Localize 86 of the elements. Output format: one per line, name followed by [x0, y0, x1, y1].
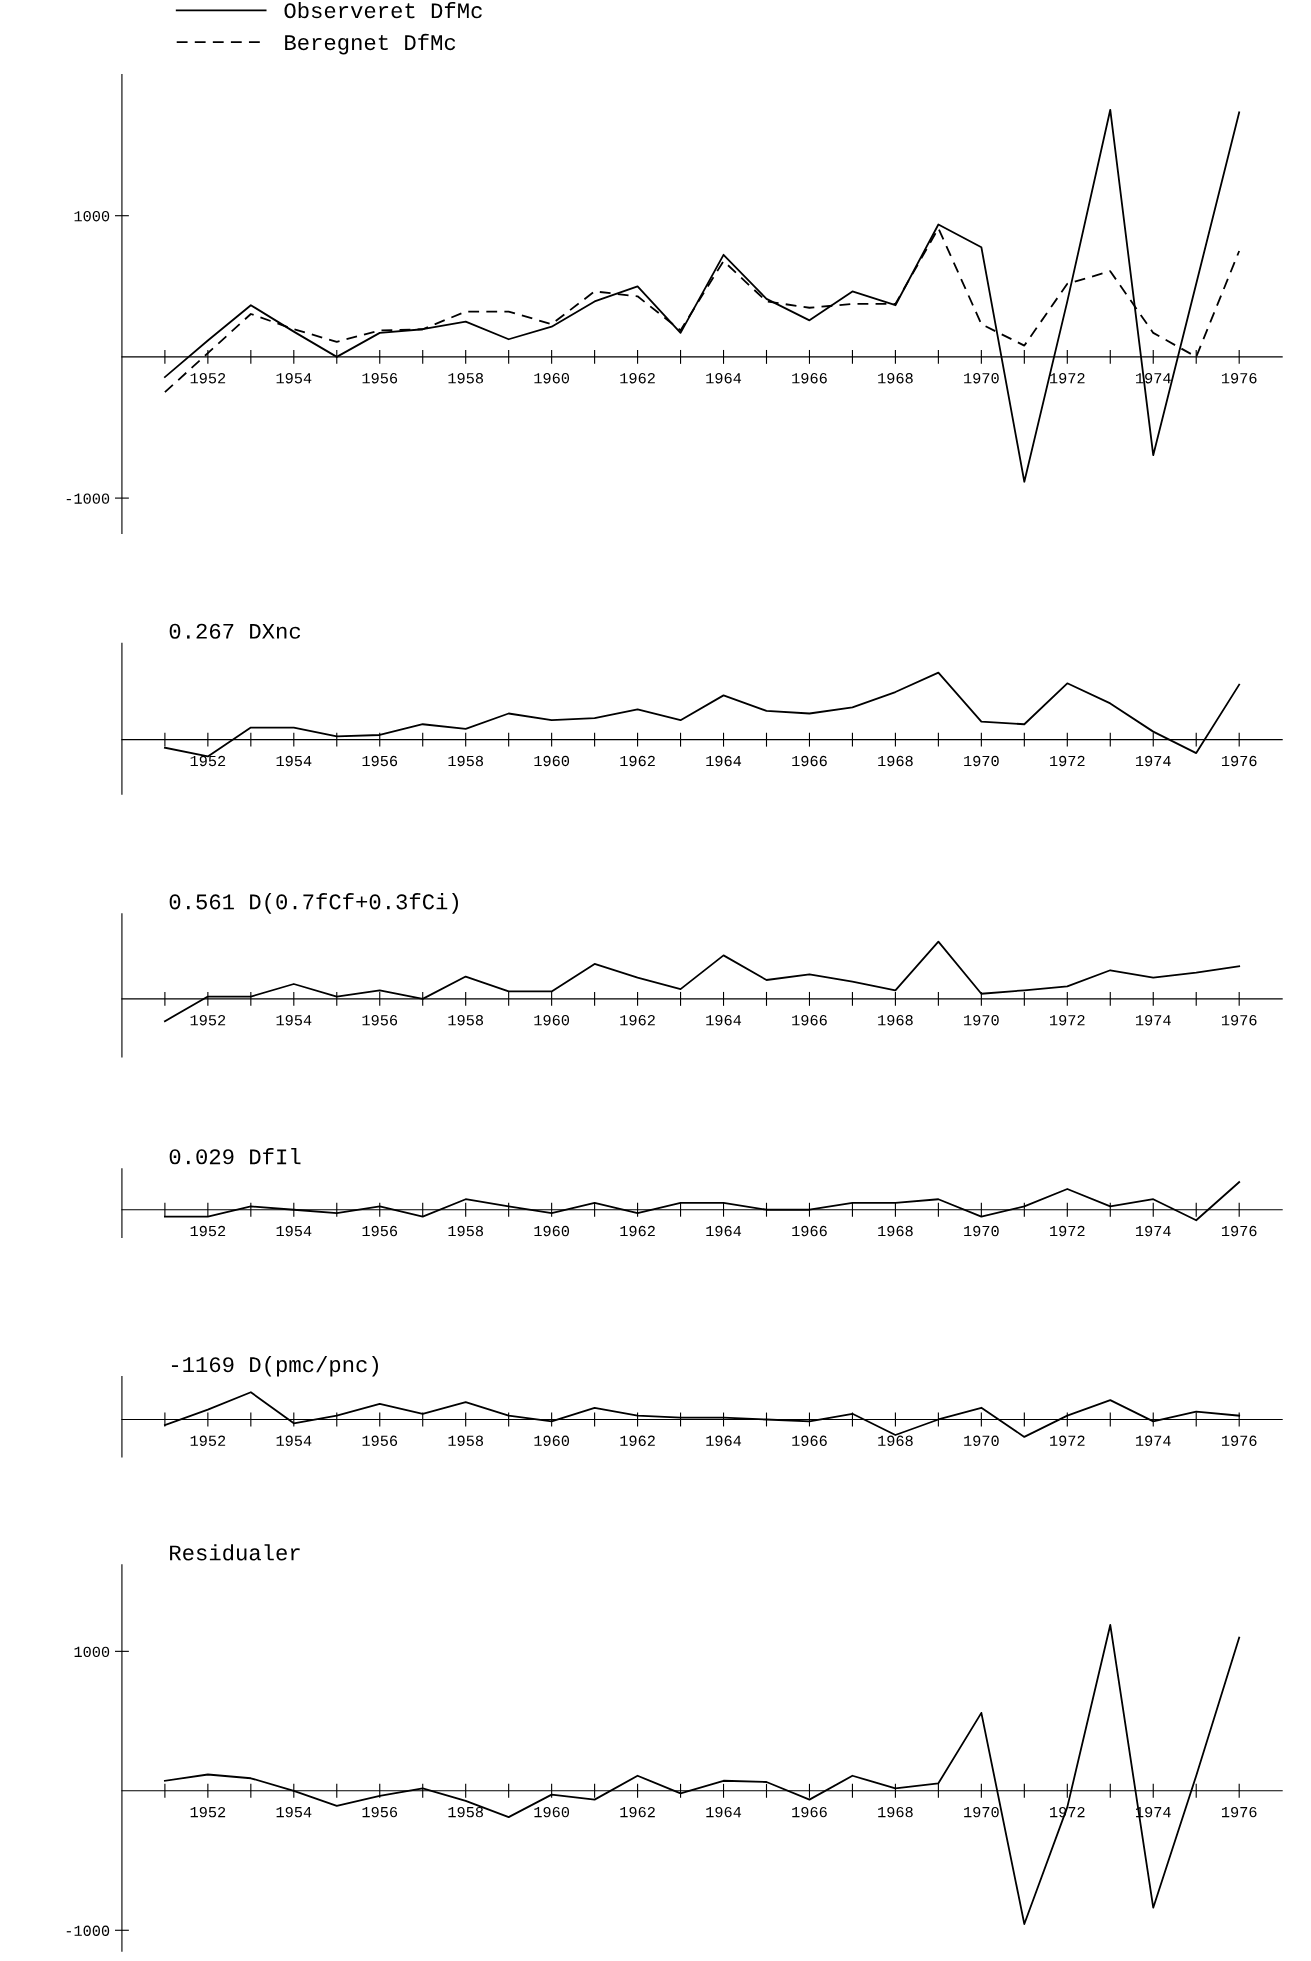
x-tick-label: 1966: [792, 373, 827, 384]
x-tick-label: 1964: [706, 755, 742, 767]
y-tick-label: 1000: [74, 1646, 110, 1658]
x-tick-label: 1958: [448, 373, 484, 384]
chart-title: -1169 D(pmc/pnc): [171, 1355, 378, 1377]
x-tick-label: 1970: [964, 1225, 999, 1237]
x-tick-label: 1970: [964, 1435, 999, 1446]
x-tick-label: 1964: [706, 373, 742, 384]
x-tick-label: 1976: [1221, 755, 1257, 767]
y-tick-label: -1000: [66, 1925, 110, 1936]
x-tick-label: 1964: [706, 1225, 742, 1237]
x-tick-label: 1968: [878, 1806, 913, 1818]
x-tick-label: 1970: [964, 1015, 999, 1026]
x-tick-label: 1960: [534, 755, 570, 767]
x-tick-label: 1972: [1050, 755, 1085, 767]
x-tick-label: 1968: [878, 755, 913, 767]
x-tick-label: 1960: [534, 1225, 570, 1237]
x-tick-label: 1976: [1221, 1225, 1257, 1237]
x-tick-label: 1970: [964, 373, 999, 384]
x-tick-label: 1966: [792, 1015, 827, 1026]
x-tick-label: 1974: [1136, 1435, 1171, 1446]
x-tick-label: 1960: [534, 1015, 570, 1026]
x-tick-label: 1976: [1221, 1435, 1257, 1446]
x-tick-label: 1952: [190, 1806, 226, 1818]
chart-title: 0.029 DfIl: [169, 1148, 301, 1165]
x-tick-label: 1962: [620, 755, 655, 767]
x-tick-label: 1964: [706, 1806, 742, 1818]
x-tick-label: 1966: [792, 755, 827, 767]
x-tick-label: 1962: [620, 1806, 655, 1818]
x-tick-label: 1956: [362, 1225, 398, 1237]
x-tick-label: 1960: [534, 373, 570, 384]
x-tick-label: 1966: [792, 1225, 827, 1237]
legend-label: Beregnet DfMc: [285, 33, 456, 55]
x-tick-label: 1972: [1050, 1015, 1085, 1026]
legend-label: Observeret DfMc: [284, 1, 482, 19]
x-tick-label: 1962: [620, 1015, 655, 1026]
x-tick-label: 1974: [1136, 1015, 1171, 1026]
x-tick-label: 1954: [276, 1806, 312, 1818]
x-tick-label: 1958: [448, 1435, 484, 1446]
x-tick-label: 1976: [1221, 1015, 1257, 1026]
x-tick-label: 1954: [276, 373, 312, 384]
x-tick-label: 1956: [362, 755, 398, 767]
x-tick-label: 1968: [878, 1015, 913, 1026]
x-tick-label: 1966: [792, 1435, 827, 1446]
chart-title: 0.267 DXnc: [169, 623, 301, 639]
x-tick-label: 1964: [706, 1435, 742, 1446]
x-tick-label: 1974: [1136, 755, 1171, 767]
x-tick-label: 1952: [190, 1435, 226, 1446]
x-tick-label: 1954: [276, 1435, 312, 1446]
x-tick-label: 1974: [1136, 1225, 1171, 1237]
x-tick-label: 1972: [1050, 1225, 1085, 1237]
x-tick-label: 1972: [1050, 373, 1085, 384]
chart-title: Residualer: [170, 1544, 300, 1561]
x-tick-label: 1956: [362, 1015, 398, 1026]
x-tick-label: 1960: [534, 1435, 570, 1446]
x-tick-label: 1956: [362, 1806, 398, 1818]
x-tick-label: 1956: [362, 373, 398, 384]
x-tick-label: 1968: [878, 1225, 913, 1237]
x-tick-label: 1976: [1221, 1806, 1257, 1818]
x-tick-label: 1958: [448, 1806, 484, 1818]
x-tick-label: 1972: [1050, 1435, 1085, 1446]
x-tick-label: 1958: [448, 1225, 484, 1237]
x-tick-label: 1968: [878, 373, 913, 384]
y-tick-label: 1000: [74, 211, 110, 222]
x-tick-label: 1964: [706, 1015, 742, 1026]
x-tick-label: 1966: [792, 1806, 827, 1818]
x-tick-label: 1958: [448, 755, 484, 767]
x-tick-label: 1970: [964, 755, 999, 767]
x-tick-label: 1962: [620, 1225, 655, 1237]
x-tick-label: 1954: [276, 1225, 312, 1237]
x-tick-label: 1958: [448, 1015, 484, 1026]
x-tick-label: 1952: [190, 755, 226, 767]
x-tick-label: 1956: [362, 1435, 398, 1446]
chart-title: 0.561 D(0.7fCf+0.3fCi): [169, 893, 458, 914]
x-tick-label: 1954: [276, 755, 312, 767]
x-tick-label: 1962: [620, 1435, 655, 1446]
x-tick-label: 1952: [190, 1015, 226, 1026]
y-tick-label: -1000: [66, 493, 110, 504]
x-tick-label: 1952: [190, 1225, 226, 1237]
x-tick-label: 1960: [534, 1806, 570, 1818]
x-tick-label: 1976: [1221, 373, 1257, 384]
x-tick-label: 1968: [878, 1435, 913, 1446]
x-tick-label: 1970: [964, 1806, 999, 1818]
x-tick-label: 1962: [620, 373, 655, 384]
x-tick-label: 1954: [276, 1015, 312, 1026]
x-tick-label: 1952: [190, 373, 226, 384]
